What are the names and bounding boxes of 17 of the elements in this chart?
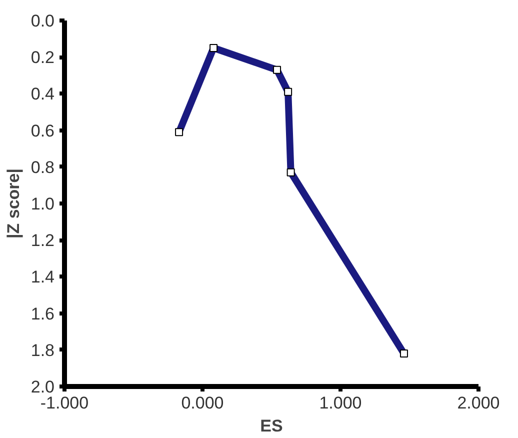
y-tick-label: 1.6 [30, 304, 55, 324]
y-tick-label: 0.2 [30, 48, 55, 68]
y-tick-label: 0.8 [30, 158, 55, 177]
x-axis-title: ES [260, 416, 283, 436]
x-tick-label: -1.000 [40, 394, 89, 412]
y-tick-label: 0.4 [30, 84, 55, 104]
y-axis-title: |Z score| [4, 168, 23, 238]
y-tick-label: 0.0 [30, 12, 55, 30]
x-tick-label: 1.000 [319, 394, 362, 412]
y-tick-label: 1.0 [30, 194, 55, 214]
y-tick-label: 0.6 [30, 121, 55, 140]
y-tick-label: 2.0 [30, 378, 55, 396]
y-tick-label: 1.2 [30, 231, 55, 250]
x-tick-label: 0.000 [181, 394, 224, 412]
y-tick-label: 1.8 [30, 340, 55, 360]
y-tick-label: 1.4 [30, 268, 55, 287]
x-tick-label: 2.000 [457, 394, 500, 412]
